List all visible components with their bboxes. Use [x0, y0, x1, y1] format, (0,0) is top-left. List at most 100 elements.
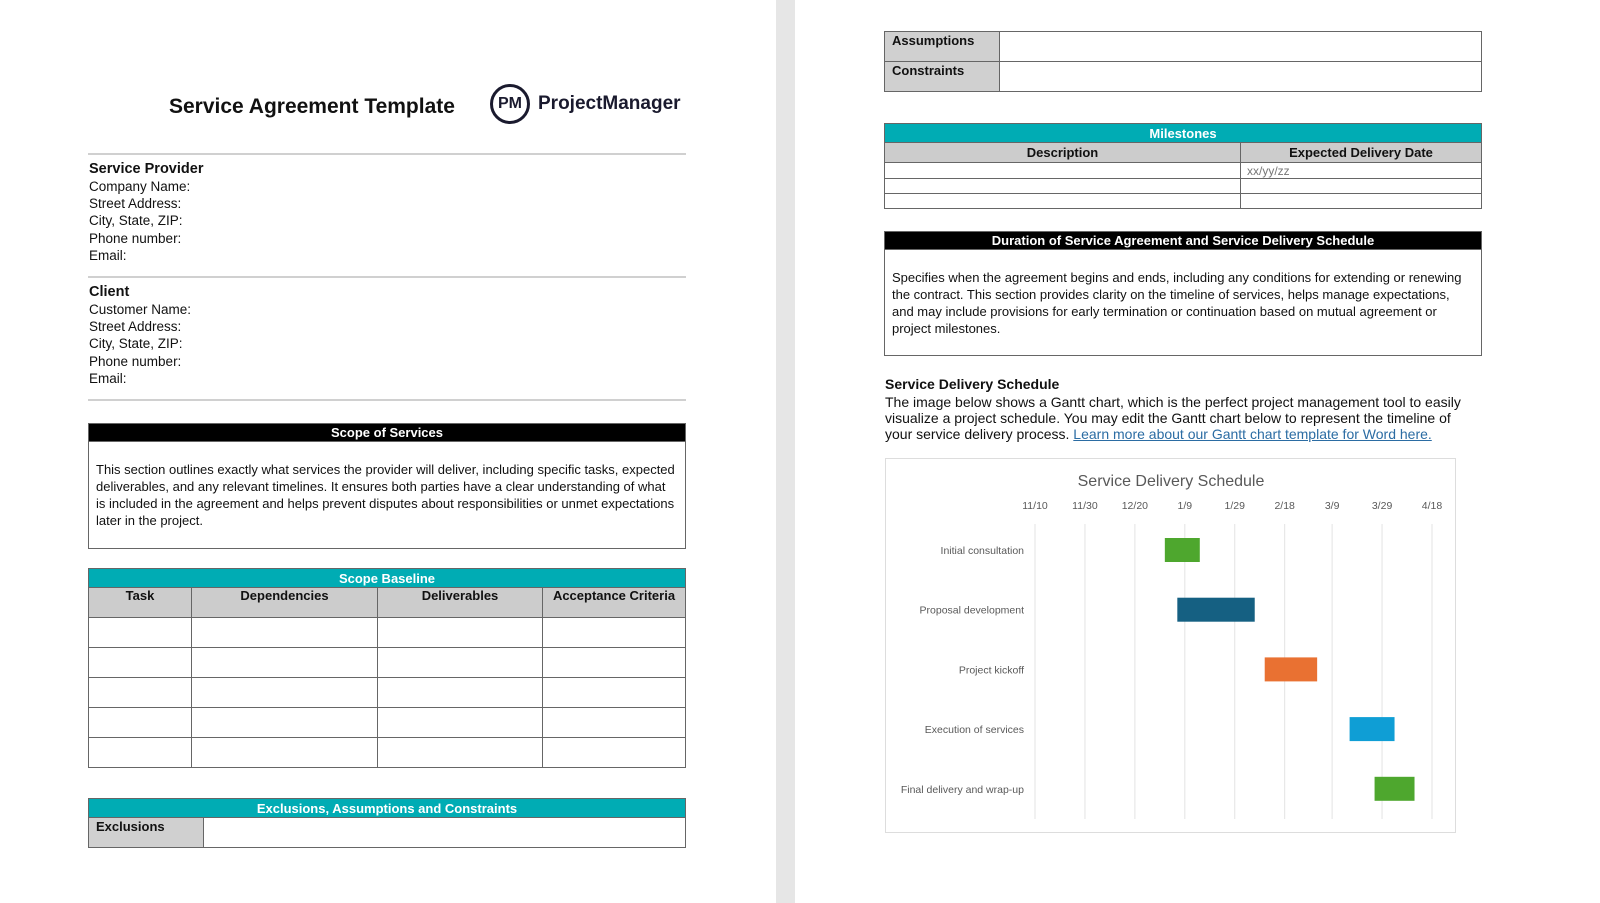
milestone-description-cell[interactable] — [884, 193, 1241, 209]
task-bar — [1264, 657, 1318, 682]
x-tick-label: 4/18 — [1422, 500, 1443, 512]
task-label: Final delivery and wrap-up — [901, 784, 1024, 796]
field-label: City, State, ZIP: — [89, 213, 183, 229]
table-heading: Milestones — [884, 123, 1482, 143]
x-tick-label: 1/9 — [1178, 500, 1193, 512]
divider — [88, 399, 686, 401]
service-provider-section: Service Provider Company Name: Street Ad… — [89, 161, 203, 264]
table-cell[interactable] — [88, 737, 192, 768]
gantt-template-link[interactable]: Learn more about our Gantt chart templat… — [1073, 426, 1432, 442]
task-label: Execution of services — [925, 724, 1024, 736]
table-cell[interactable] — [88, 677, 192, 708]
task-bar — [1349, 717, 1395, 742]
x-tick-label: 2/18 — [1274, 500, 1295, 512]
table-row — [88, 707, 686, 738]
column-header: Task — [88, 587, 192, 618]
x-tick-label: 11/30 — [1072, 500, 1098, 512]
table-cell[interactable] — [88, 617, 192, 648]
column-header: Deliverables — [377, 587, 543, 618]
milestone-date-cell[interactable]: xx/yy/zz — [1240, 162, 1482, 179]
table-row — [88, 617, 686, 648]
assumptions-constraints-table: Assumptions Constraints — [884, 31, 1482, 92]
field-label: City, State, ZIP: — [89, 336, 183, 352]
duration-text[interactable]: Specifies when the agreement begins and … — [884, 249, 1482, 356]
task-bar — [1177, 597, 1255, 622]
task-bar — [1374, 776, 1415, 801]
field-label: Customer Name: — [89, 302, 192, 317]
service-delivery-schedule-section: Service Delivery Schedule The image belo… — [885, 376, 1475, 442]
scope-text[interactable]: This section outlines exactly what servi… — [88, 441, 686, 549]
x-tick-label: 3/29 — [1372, 500, 1393, 512]
table-cell[interactable] — [377, 617, 543, 648]
table-cell[interactable] — [191, 677, 378, 708]
x-tick-label: 3/9 — [1325, 500, 1340, 512]
gantt-chart: Service Delivery Schedule 11/10 11/30 12/20… — [885, 458, 1456, 833]
table-heading: Scope Baseline — [88, 568, 686, 588]
column-header: Expected Delivery Date — [1240, 142, 1482, 163]
table-cell[interactable] — [88, 647, 192, 678]
x-tick-label: 1/29 — [1225, 500, 1246, 512]
field-label: Company Name: — [89, 179, 191, 194]
task-bar — [1164, 538, 1200, 562]
task-label: Initial consultation — [941, 545, 1025, 557]
field-label: Street Address: — [89, 319, 182, 335]
pm-logo-icon: PM — [490, 84, 530, 124]
field-label: Email: — [89, 370, 127, 386]
page-2: Assumptions Constraints Milestones Descr… — [795, 0, 1600, 903]
table-cell[interactable] — [191, 647, 378, 678]
milestone-description-cell[interactable] — [884, 178, 1241, 194]
table-cell[interactable] — [542, 677, 686, 708]
table-cell[interactable] — [377, 737, 543, 768]
table-cell[interactable] — [542, 737, 686, 768]
table-cell[interactable] — [191, 707, 378, 738]
constraints-cell[interactable] — [999, 61, 1482, 92]
projectmanager-logo: PM ProjectManager — [490, 84, 681, 124]
chart-title: Service Delivery Schedule — [1078, 473, 1265, 490]
schedule-text: The image below shows a Gantt chart, whi… — [885, 394, 1461, 442]
column-header: Acceptance Criteria — [542, 587, 686, 618]
table-cell[interactable] — [542, 647, 686, 678]
milestone-date-cell[interactable] — [1240, 178, 1482, 194]
duration-table: Duration of Service Agreement and Servic… — [884, 231, 1482, 356]
milestones-table: Milestones Description Expected Delivery … — [884, 123, 1482, 209]
field-label: Email: — [89, 247, 127, 263]
table-row — [88, 647, 686, 678]
x-tick-label: 11/10 — [1022, 500, 1048, 512]
table-cell[interactable] — [377, 647, 543, 678]
page-1: Service Agreement Template PM ProjectMan… — [0, 0, 776, 903]
table-cell[interactable] — [542, 707, 686, 738]
exclusions-cell[interactable] — [203, 817, 686, 848]
milestone-date-cell[interactable] — [1240, 193, 1482, 209]
page-gutter — [776, 0, 795, 903]
table-cell[interactable] — [542, 617, 686, 648]
field-label: Street Address: — [89, 196, 182, 212]
row-label: Assumptions — [884, 31, 1000, 62]
scope-baseline-table: Scope Baseline Task Dependencies Deliver… — [88, 568, 686, 768]
field-label: Phone number: — [89, 230, 182, 246]
table-heading: Scope of Services — [88, 423, 686, 442]
scope-of-services-table: Scope of Services This section outlines … — [88, 423, 686, 549]
table-row — [88, 677, 686, 708]
table-cell[interactable] — [377, 707, 543, 738]
column-header: Description — [884, 142, 1241, 163]
table-cell[interactable] — [191, 617, 378, 648]
table-cell[interactable] — [88, 707, 192, 738]
table-cell[interactable] — [191, 737, 378, 768]
task-label: Proposal development — [920, 605, 1025, 617]
row-label: Constraints — [884, 61, 1000, 92]
divider — [88, 276, 686, 278]
x-tick-label: 12/20 — [1122, 500, 1148, 512]
logo-name: ProjectManager — [538, 93, 681, 114]
section-heading: Service Delivery Schedule — [885, 376, 1060, 392]
exclusions-table: Exclusions, Assumptions and Constraints … — [88, 798, 686, 848]
field-label: Phone number: — [89, 353, 182, 369]
assumptions-cell[interactable] — [999, 31, 1482, 62]
task-label: Project kickoff — [959, 664, 1024, 676]
document-title: Service Agreement Template — [169, 95, 455, 118]
column-header: Dependencies — [191, 587, 378, 618]
client-section: Client Customer Name: Street Address: Ci… — [89, 284, 191, 387]
milestone-description-cell[interactable] — [884, 162, 1241, 179]
gantt-svg: Service Delivery Schedule 11/10 11/30 12/20… — [901, 473, 1443, 819]
divider — [88, 153, 686, 155]
table-cell[interactable] — [377, 677, 543, 708]
